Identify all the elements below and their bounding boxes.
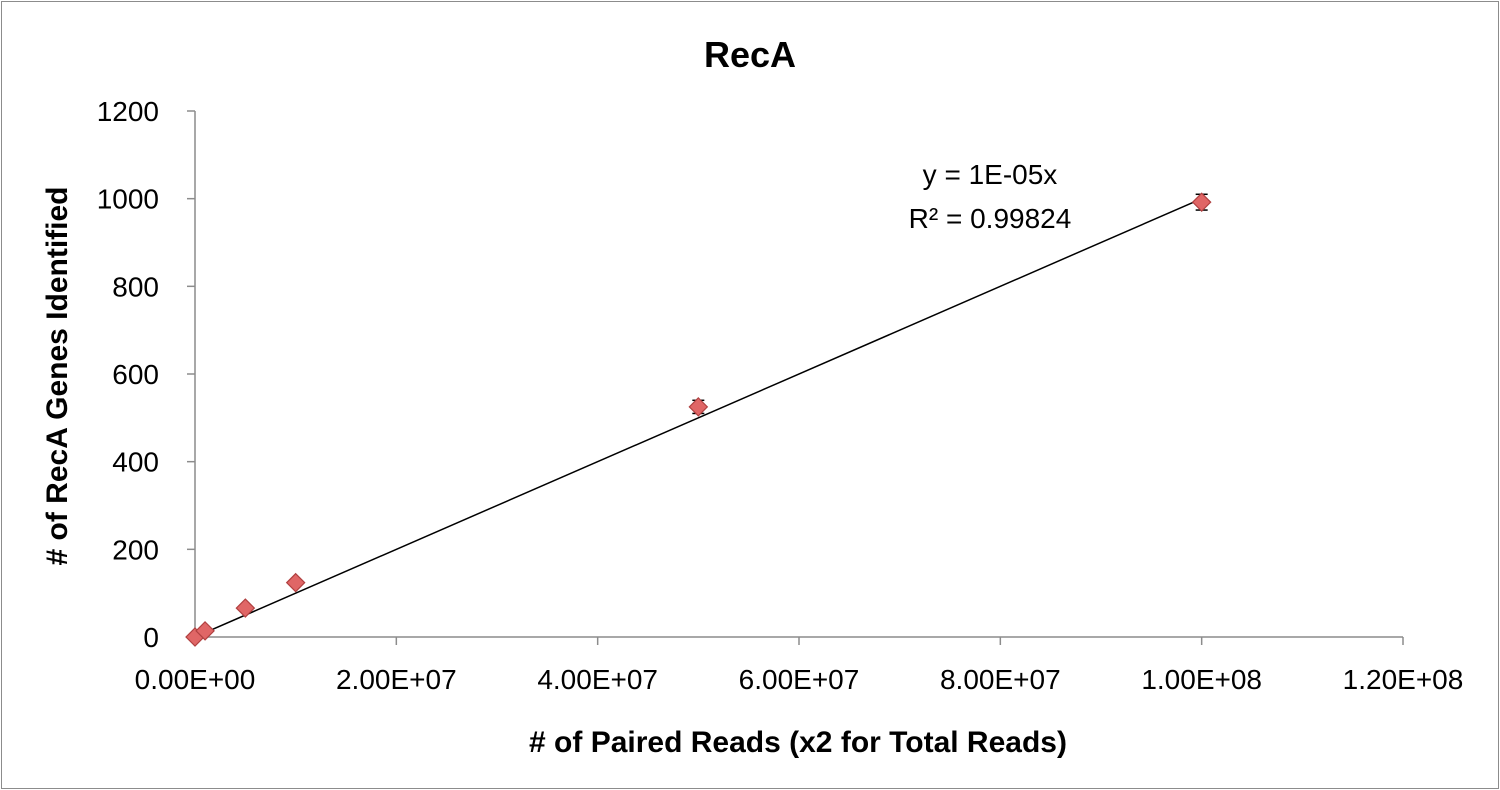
y-axis-label: # of RecA Genes Identified — [41, 187, 74, 566]
x-tick-label: 8.00E+07 — [940, 664, 1061, 695]
x-tick-label: 1.00E+08 — [1141, 664, 1262, 695]
x-tick-label: 1.20E+08 — [1343, 664, 1464, 695]
y-tick-label: 800 — [112, 271, 159, 302]
data-point-diamond — [1191, 192, 1212, 213]
x-tick-label: 2.00E+07 — [336, 664, 457, 695]
axes: 0.00E+00 2.00E+07 4.00E+07 6.00E+07 8.00E+07… — [97, 96, 1464, 695]
y-tick-label: 400 — [112, 447, 159, 478]
data-point-diamond — [285, 572, 306, 593]
trendline-equation: y = 1E-05x — [923, 159, 1058, 190]
trendline-group — [194, 197, 1202, 638]
data-point-diamond — [235, 598, 256, 618]
x-axis-label: # of Paired Reads (x2 for Total Reads) — [529, 726, 1067, 759]
y-tick-label: 1000 — [97, 184, 159, 215]
y-tick-label: 1200 — [97, 96, 159, 127]
trendline-r-squared: R² = 0.99824 — [909, 203, 1072, 234]
y-tick-label: 200 — [112, 534, 159, 565]
data-points — [185, 192, 1212, 647]
chart-title: RecA — [704, 34, 796, 75]
x-tick-label: 0.00E+00 — [135, 664, 256, 695]
data-point-diamond — [195, 621, 215, 641]
x-tick-label: 6.00E+07 — [739, 664, 860, 695]
x-tick-label: 4.00E+07 — [537, 664, 658, 695]
x-ticks: 0.00E+00 2.00E+07 4.00E+07 6.00E+07 8.00E+07… — [135, 637, 1464, 695]
trendline — [194, 197, 1202, 638]
data-point-diamond — [688, 397, 709, 417]
y-tick-label: 600 — [112, 359, 159, 390]
y-ticks: 0 200 400 600 800 1000 1200 — [97, 96, 195, 653]
y-tick-label: 0 — [143, 622, 159, 653]
